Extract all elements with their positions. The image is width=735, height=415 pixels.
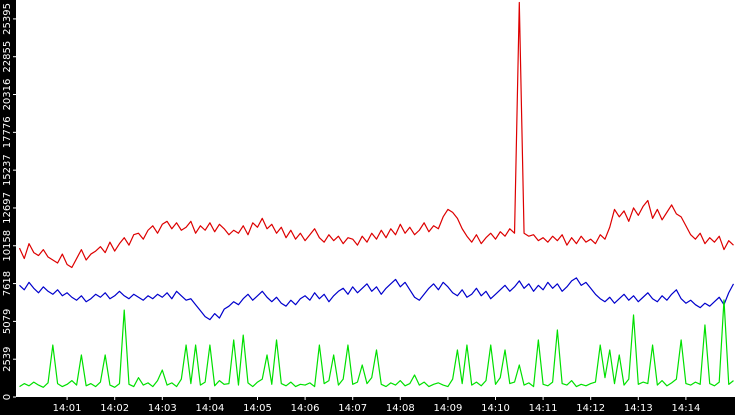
y-tick-label: 20316 — [2, 79, 13, 111]
x-tick-label: 14:09 — [433, 403, 462, 414]
series-line — [19, 277, 735, 321]
x-tick-label: 14:04 — [195, 403, 224, 414]
x-tick-label: 14:03 — [148, 403, 177, 414]
y-axis-strip — [0, 0, 16, 415]
y-tick-label: 25395 — [2, 3, 13, 35]
x-tick-label: 14:13 — [624, 403, 653, 414]
x-tick-label: 14:01 — [53, 403, 82, 414]
series-line — [18, 1, 734, 269]
plot-area — [18, 1, 735, 388]
y-tick-label: 7618 — [2, 271, 13, 296]
x-tick-label: 14:11 — [529, 403, 558, 414]
series-line — [19, 299, 734, 388]
x-tick-label: 14:12 — [576, 403, 605, 414]
x-axis-strip — [0, 397, 735, 415]
y-tick-label: 2539 — [2, 346, 13, 371]
x-tick-label: 14:06 — [291, 403, 320, 414]
x-tick-label: 14:07 — [338, 403, 367, 414]
y-tick-label: 10158 — [2, 230, 13, 262]
x-tick-label: 14:14 — [671, 403, 700, 414]
x-tick-label: 14:05 — [243, 403, 272, 414]
y-tick-label: 22855 — [2, 41, 13, 73]
x-tick-label: 14:08 — [386, 403, 415, 414]
x-tick-label: 14:02 — [100, 403, 129, 414]
x-tick-label: 14:10 — [481, 403, 510, 414]
y-tick-label: 17776 — [2, 116, 13, 148]
y-tick-label: 12697 — [2, 192, 13, 224]
y-tick-label: 15237 — [2, 154, 13, 186]
y-tick-label: 0 — [2, 394, 13, 400]
y-tick-label: 5079 — [2, 309, 13, 334]
